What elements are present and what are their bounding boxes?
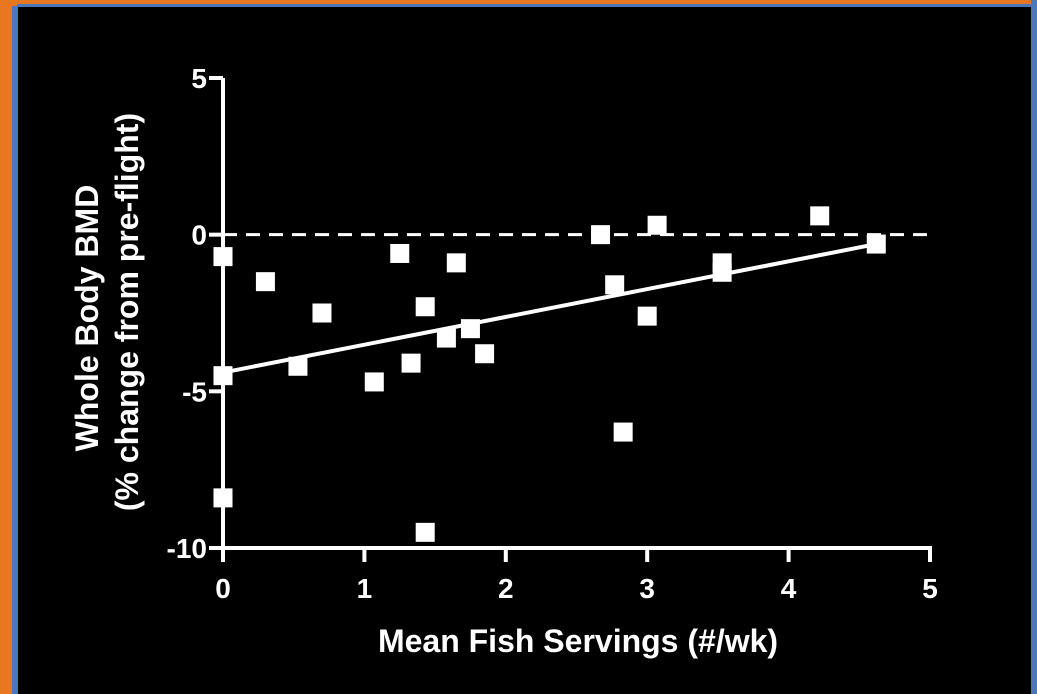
data-point (214, 247, 233, 266)
y-tick-label: 5 (191, 63, 207, 94)
y-tick-label: 0 (191, 220, 207, 251)
data-points-layer (214, 206, 886, 541)
x-tick-label: 3 (639, 573, 655, 604)
axes-layer: -10 -5 0 5 0 1 2 3 4 5 (167, 63, 938, 604)
data-point (605, 275, 624, 294)
data-point (416, 523, 435, 542)
data-point (713, 263, 732, 282)
data-point (614, 423, 633, 442)
y-axis-title-line-1: Whole Body BMD (69, 185, 105, 452)
data-point (288, 357, 307, 376)
x-tick-label: 2 (498, 573, 514, 604)
x-tick-label: 0 (215, 573, 231, 604)
x-tick-label: 1 (357, 573, 373, 604)
data-point (437, 329, 456, 348)
data-point (416, 297, 435, 316)
x-axis-title: Mean Fish Servings (#/wk) (378, 623, 778, 659)
data-point (214, 366, 233, 385)
data-point (810, 206, 829, 225)
data-point (390, 244, 409, 263)
data-point (365, 372, 384, 391)
data-point (402, 354, 421, 373)
data-point (214, 488, 233, 507)
x-tick-label: 4 (781, 573, 797, 604)
data-point (591, 225, 610, 244)
data-point (475, 344, 494, 363)
data-point (447, 253, 466, 272)
data-point (461, 319, 480, 338)
y-tick-label: -5 (182, 376, 207, 407)
y-axis-title-line-2: (% change from pre-flight) (109, 113, 145, 511)
data-point (867, 235, 886, 254)
labels-layer: Mean Fish Servings (#/wk) Whole Body BMD… (69, 113, 778, 659)
x-tick-label: 5 (922, 573, 938, 604)
data-point (256, 272, 275, 291)
data-point (638, 307, 657, 326)
data-point (648, 216, 667, 235)
data-point (312, 304, 331, 323)
y-tick-label: -10 (167, 533, 207, 564)
